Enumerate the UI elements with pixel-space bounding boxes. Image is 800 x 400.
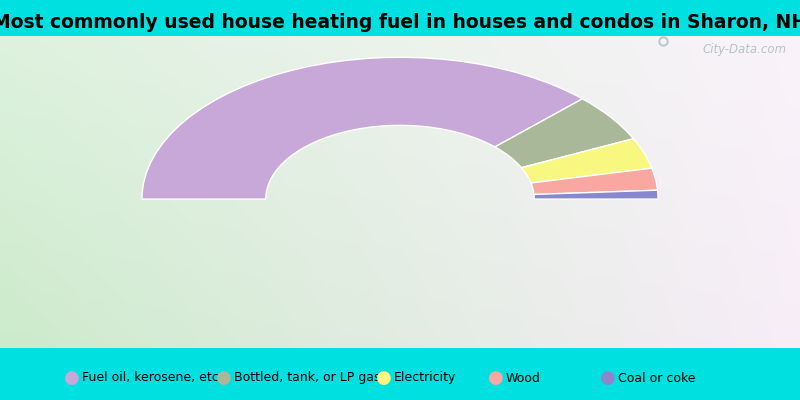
Text: ●: ● <box>216 369 232 387</box>
Text: Coal or coke: Coal or coke <box>618 372 695 384</box>
Text: Electricity: Electricity <box>394 372 456 384</box>
Text: Fuel oil, kerosene, etc.: Fuel oil, kerosene, etc. <box>82 372 222 384</box>
Text: ●: ● <box>600 369 616 387</box>
Wedge shape <box>534 190 658 199</box>
Text: ●: ● <box>488 369 504 387</box>
Wedge shape <box>495 99 634 168</box>
Wedge shape <box>142 57 582 199</box>
Text: City-Data.com: City-Data.com <box>703 43 787 56</box>
Text: Most commonly used house heating fuel in houses and condos in Sharon, NH: Most commonly used house heating fuel in… <box>0 12 800 32</box>
Text: Wood: Wood <box>506 372 541 384</box>
Text: ●: ● <box>376 369 392 387</box>
Text: ●: ● <box>64 369 80 387</box>
Wedge shape <box>531 168 658 194</box>
Text: Bottled, tank, or LP gas: Bottled, tank, or LP gas <box>234 372 380 384</box>
Wedge shape <box>522 139 652 183</box>
